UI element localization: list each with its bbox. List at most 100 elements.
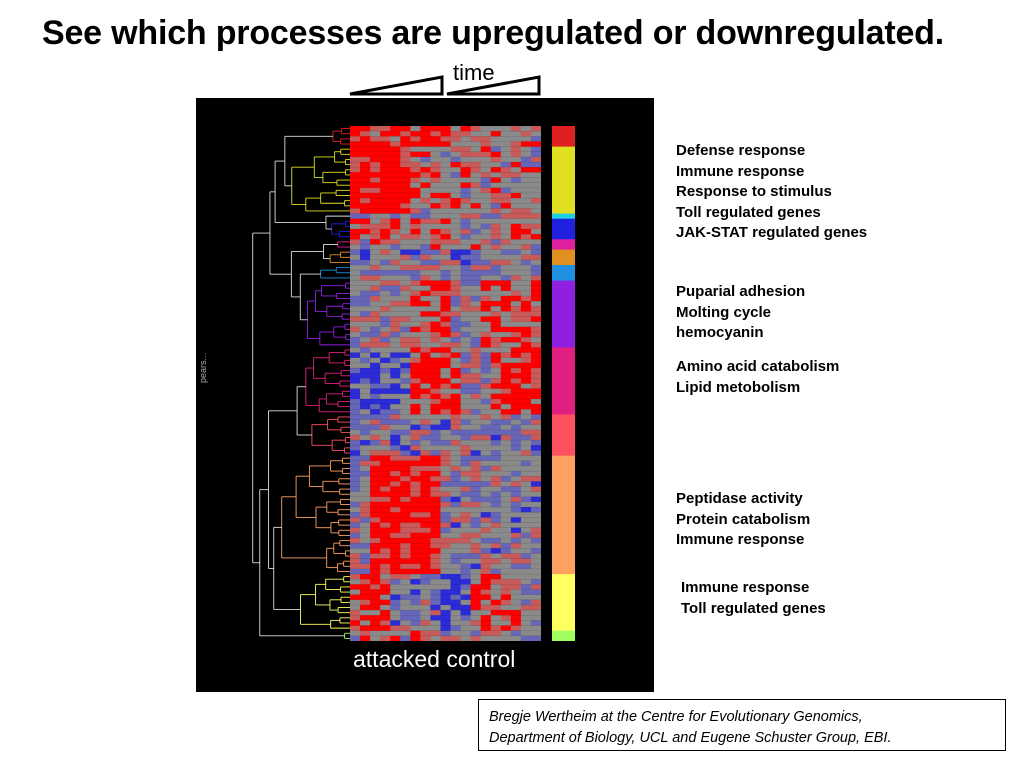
heatmap-cell [390, 481, 401, 487]
heatmap-cell [370, 383, 381, 389]
heatmap-cell [510, 213, 522, 219]
heatmap-cell [470, 187, 481, 194]
heatmap-cell [460, 429, 471, 436]
heatmap-cell [450, 177, 461, 183]
heatmap-cell [510, 141, 522, 147]
heatmap-cell [530, 306, 541, 312]
heatmap-cell [470, 398, 481, 405]
heatmap-cell [360, 594, 371, 601]
heatmap-cell [530, 373, 541, 379]
heatmap-cell [420, 316, 431, 322]
heatmap-cell [500, 393, 512, 400]
heatmap-cell [470, 460, 481, 467]
heatmap-cell [490, 198, 502, 204]
heatmap-cell [360, 599, 371, 606]
heatmap-cell [510, 579, 522, 585]
heatmap-cell [520, 599, 532, 606]
heatmap-cell [480, 131, 492, 137]
heatmap-cell [430, 604, 441, 611]
annotation-line: Molting cycle [676, 303, 772, 321]
heatmap-cell [510, 265, 522, 271]
heatmap-cell [420, 244, 431, 250]
heatmap-cell [390, 156, 401, 163]
heatmap-cell [410, 362, 421, 369]
heatmap-cell [380, 275, 391, 281]
heatmap-cell [510, 270, 522, 276]
heatmap-cell [350, 378, 361, 384]
heatmap-cell [450, 280, 461, 286]
heatmap-cell [440, 126, 451, 132]
heatmap-cell [350, 496, 361, 503]
heatmap-cell [360, 409, 371, 415]
heatmap-cell [490, 568, 502, 575]
heatmap-cell [430, 306, 441, 312]
cluster-bar-segment [552, 455, 575, 575]
heatmap-cell [370, 465, 381, 472]
heatmap-cell [420, 486, 431, 492]
heatmap-cell [460, 440, 471, 446]
heatmap-cell [500, 538, 512, 544]
heatmap-cell [470, 301, 481, 307]
heatmap-cell [500, 604, 512, 611]
heatmap-cell [500, 265, 512, 271]
heatmap-cell [520, 532, 532, 539]
heatmap-cell [380, 594, 391, 601]
heatmap-cell [390, 553, 401, 559]
heatmap-cell [480, 378, 492, 384]
heatmap-cell [440, 332, 451, 338]
heatmap-cell [440, 146, 451, 153]
heatmap-cell [500, 172, 512, 178]
heatmap-cell [480, 146, 492, 153]
heatmap-cell [350, 151, 361, 158]
heatmap-cell [450, 357, 461, 364]
heatmap-cell [450, 635, 461, 641]
heatmap-cell [460, 610, 471, 616]
heatmap-cell [490, 192, 502, 199]
heatmap-cell [500, 249, 512, 256]
heatmap-cell [430, 136, 441, 142]
heatmap-cell [460, 435, 471, 441]
heatmap-cell [430, 270, 441, 276]
heatmap-cell [390, 558, 401, 565]
heatmap-cell [360, 563, 371, 570]
heatmap-cell [460, 203, 471, 209]
heatmap-cell [490, 460, 502, 467]
heatmap-cell [450, 538, 461, 544]
heatmap-cell [370, 162, 381, 168]
heatmap-cell [530, 419, 541, 425]
heatmap-cell [400, 239, 411, 245]
heatmap-cell [490, 615, 502, 621]
heatmap-cell [510, 599, 522, 606]
heatmap-cell [350, 362, 361, 369]
heatmap-cell [380, 156, 391, 163]
heatmap-cell [370, 501, 381, 508]
heatmap-cell [440, 589, 451, 595]
heatmap-cell [360, 491, 371, 498]
heatmap-cell [370, 249, 381, 256]
heatmap-cell [440, 630, 451, 637]
heatmap-cell [440, 254, 451, 261]
heatmap-cell [380, 280, 391, 286]
heatmap-cell [440, 507, 451, 513]
heatmap-cell [350, 146, 361, 153]
heatmap-cell [510, 208, 522, 214]
heatmap-cell [440, 517, 451, 523]
heatmap-cell [370, 424, 381, 431]
heatmap-cell [510, 445, 522, 451]
heatmap-cell [510, 332, 522, 338]
heatmap-cell [510, 342, 522, 348]
heatmap-cell [360, 589, 371, 595]
heatmap-cell [360, 131, 371, 137]
heatmap-cell [450, 476, 461, 482]
heatmap-cell [520, 538, 532, 544]
heatmap-cell [510, 486, 522, 492]
heatmap-cell [510, 362, 522, 369]
heatmap-cell [360, 517, 371, 523]
heatmap-cell [460, 517, 471, 523]
heatmap-cell [400, 532, 411, 539]
heatmap-cell [500, 156, 512, 163]
heatmap-cell [500, 208, 512, 214]
heatmap-cell [470, 347, 481, 353]
heatmap-cell [470, 326, 481, 333]
heatmap-cell [400, 151, 411, 158]
